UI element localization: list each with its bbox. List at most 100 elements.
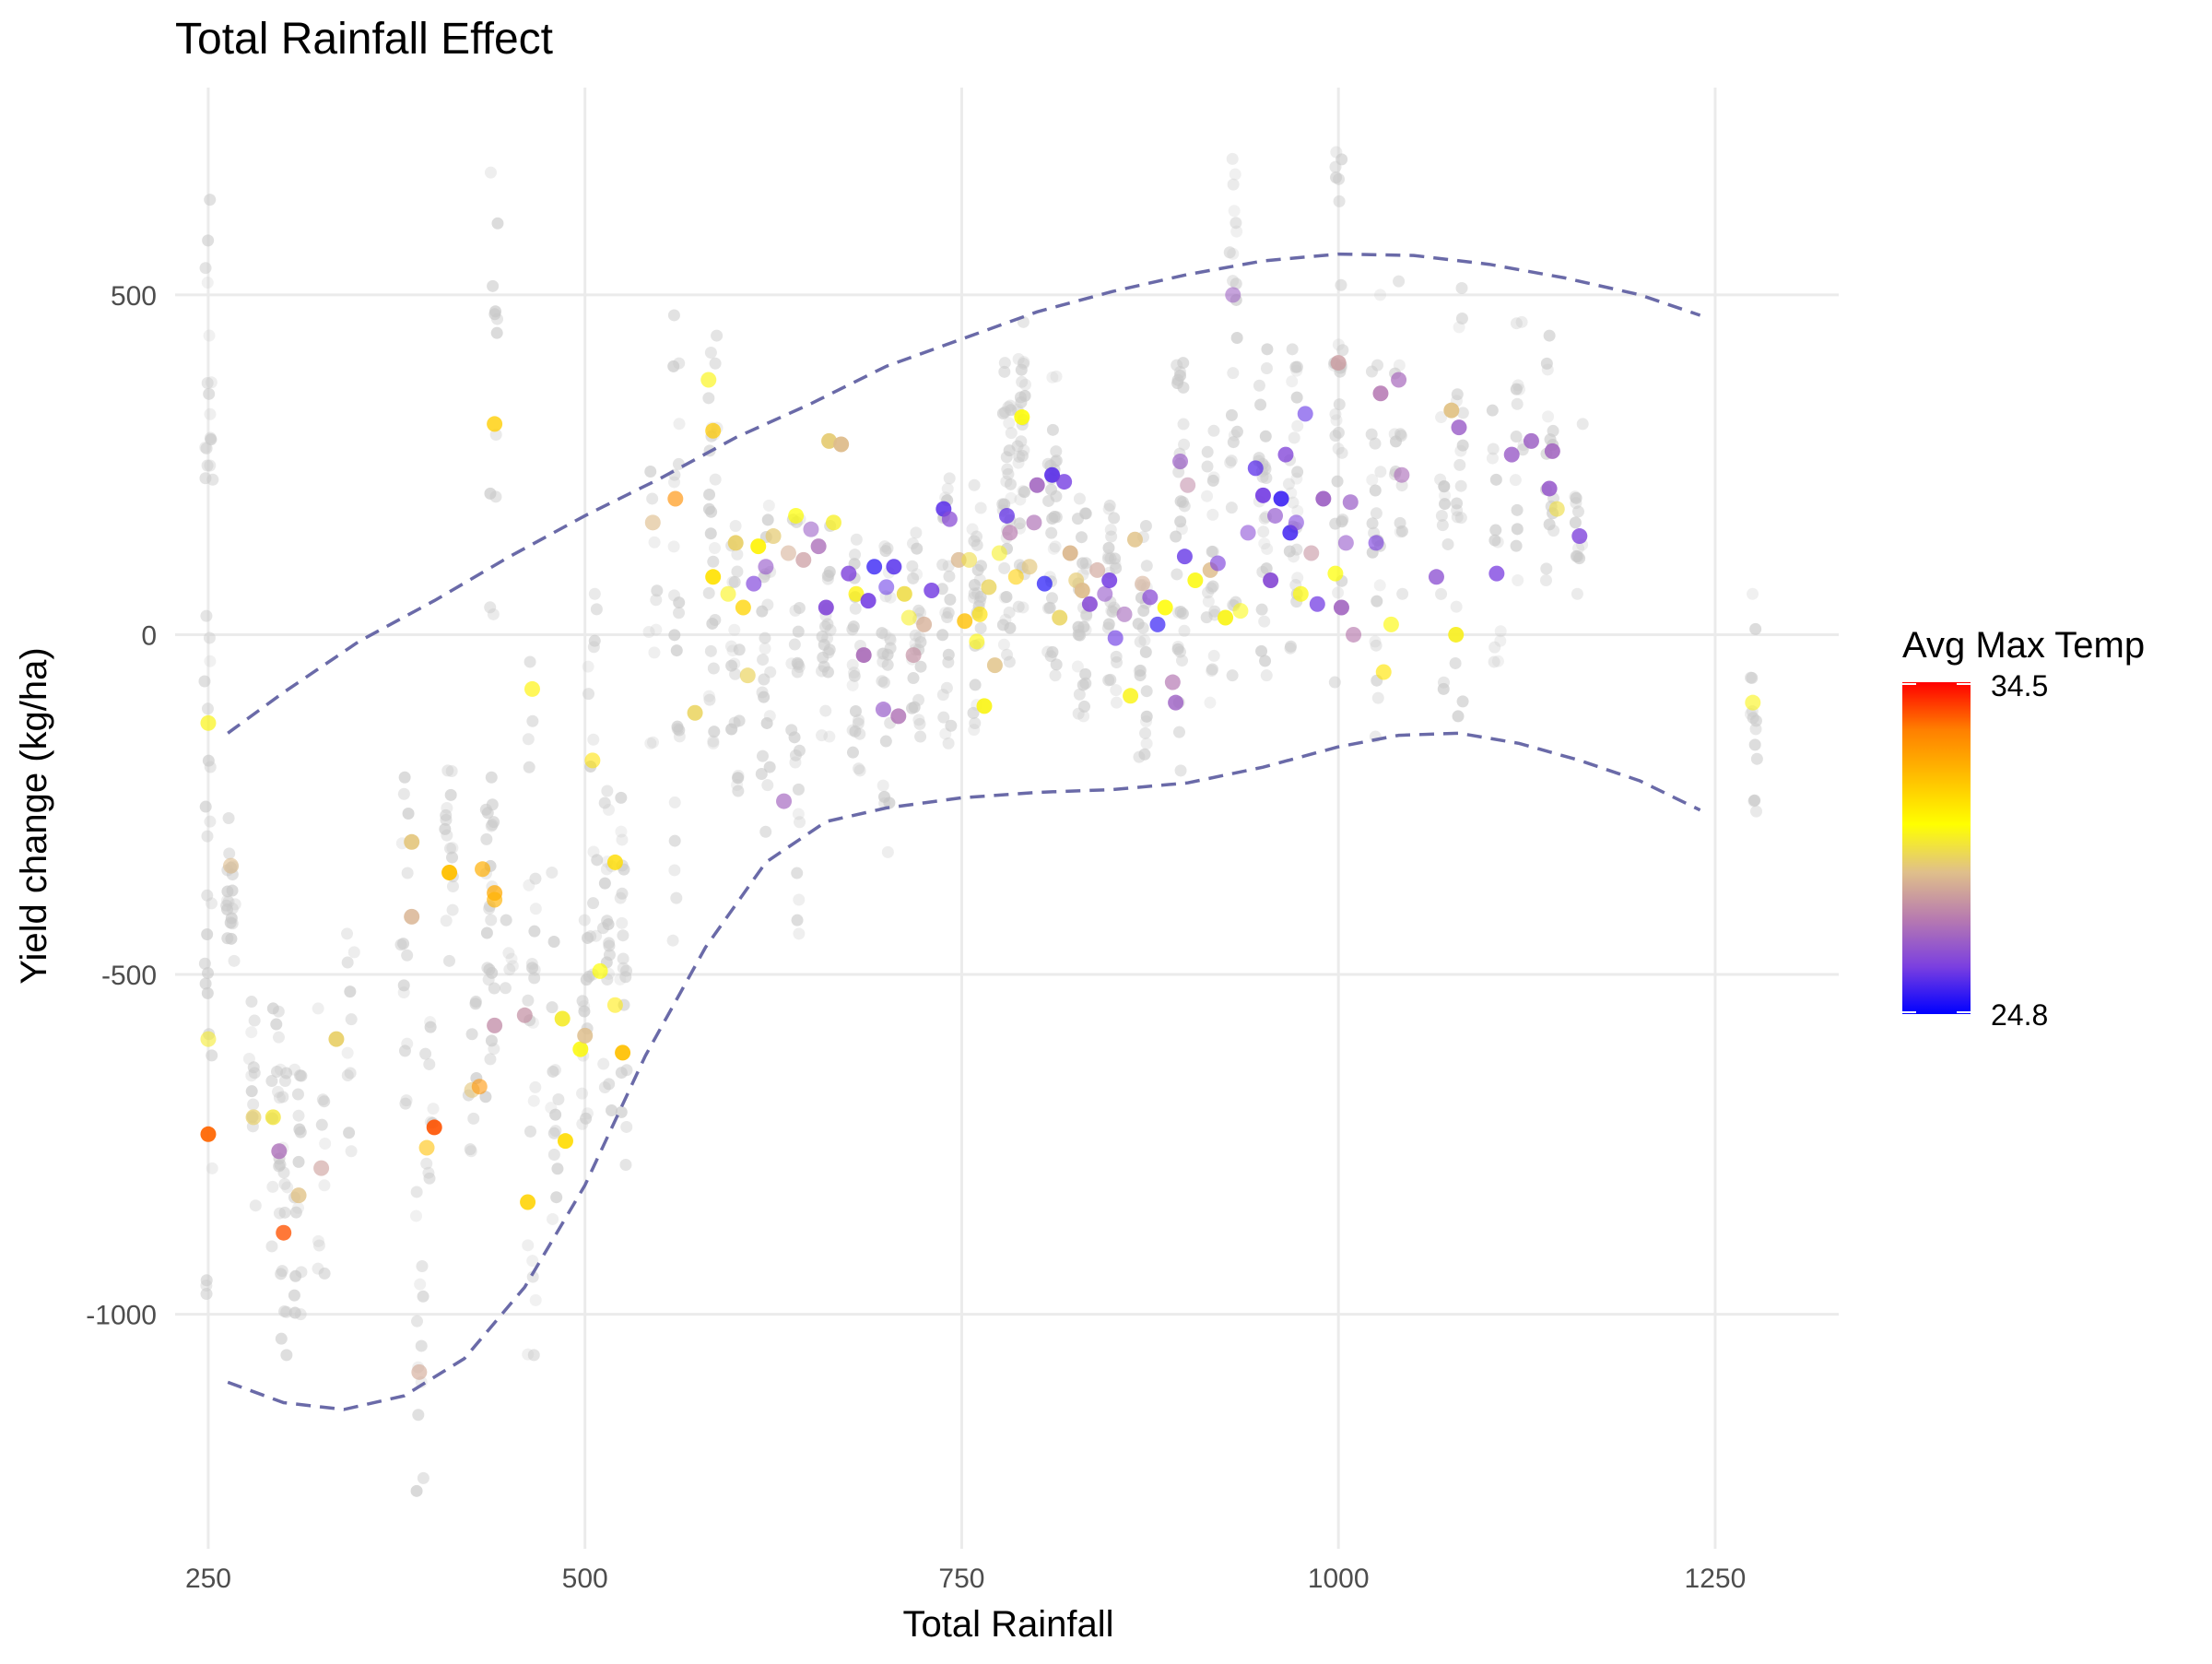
background-point [1371, 359, 1384, 372]
data-point [1368, 535, 1384, 551]
background-point [1015, 363, 1028, 376]
background-point [223, 847, 236, 860]
data-point [1026, 514, 1042, 531]
background-point [411, 1315, 424, 1328]
background-point [280, 1349, 293, 1362]
background-point [1139, 520, 1152, 532]
data-point [516, 1007, 533, 1023]
background-point [312, 1239, 325, 1252]
data-point [855, 647, 872, 664]
background-point [398, 771, 411, 784]
background-point [1547, 525, 1560, 537]
background-point [315, 1118, 328, 1131]
background-point [936, 629, 949, 642]
background-point [1003, 417, 1016, 430]
background-point [1454, 444, 1467, 457]
background-point [708, 726, 721, 738]
background-point [1101, 552, 1114, 565]
background-point [469, 997, 482, 1010]
data-point [1240, 525, 1256, 541]
background-point [445, 765, 458, 778]
background-point [615, 825, 628, 838]
background-point [221, 894, 234, 907]
background-point [942, 607, 955, 620]
background-point [726, 644, 739, 657]
background-point [667, 540, 680, 553]
background-point [731, 772, 744, 785]
background-point [1045, 526, 1058, 539]
background-point [912, 714, 925, 726]
background-point [546, 866, 559, 879]
background-points [198, 146, 1763, 1497]
background-point [1226, 669, 1239, 682]
data-point [687, 704, 703, 721]
data-point [313, 1160, 330, 1176]
background-point [823, 643, 836, 656]
background-point [1394, 525, 1406, 538]
background-point [522, 733, 535, 746]
background-point [704, 346, 717, 359]
background-point [1227, 178, 1240, 191]
background-point [427, 1103, 440, 1115]
background-point [529, 1293, 542, 1306]
data-point [900, 609, 917, 626]
background-point [879, 735, 892, 748]
background-point [343, 1127, 356, 1139]
background-point [1290, 360, 1303, 373]
background-point [1002, 467, 1015, 480]
background-point [400, 1094, 413, 1107]
background-point [733, 643, 746, 656]
background-point [673, 730, 686, 743]
background-point [731, 778, 744, 791]
background-point [940, 681, 953, 694]
background-point [668, 834, 681, 847]
background-point [1745, 671, 1758, 684]
background-point [1206, 508, 1219, 521]
background-point [853, 727, 866, 740]
background-point [319, 1137, 332, 1150]
background-point [853, 764, 866, 777]
background-point [1223, 246, 1236, 259]
background-point [849, 602, 862, 615]
background-point [1291, 572, 1304, 584]
background-point [941, 482, 954, 495]
background-point [817, 651, 830, 664]
background-point [792, 625, 805, 638]
background-point [1335, 446, 1348, 459]
background-point [402, 808, 415, 820]
data-point [1107, 630, 1124, 646]
background-point [587, 845, 600, 858]
data-point [727, 535, 744, 551]
background-point [1207, 649, 1220, 662]
background-point [728, 575, 741, 588]
background-point [1075, 531, 1088, 544]
background-point [1449, 656, 1462, 669]
background-point [1396, 587, 1409, 600]
data-point [700, 372, 717, 388]
background-point [703, 488, 716, 501]
background-point [200, 1274, 213, 1287]
background-point [724, 640, 737, 653]
background-point [1336, 344, 1349, 357]
background-point [673, 357, 686, 370]
data-point [1394, 466, 1410, 483]
legend-title: Avg Max Temp [1902, 625, 2145, 666]
background-point [1543, 518, 1556, 531]
background-point [1512, 383, 1525, 395]
background-point [709, 357, 722, 370]
background-point [1371, 691, 1384, 704]
background-point [792, 658, 805, 671]
background-point [968, 478, 981, 491]
background-point [1456, 439, 1469, 452]
data-point [1375, 664, 1392, 680]
background-point [1395, 479, 1408, 492]
background-point [1110, 684, 1123, 697]
background-point [1286, 375, 1299, 388]
background-point [524, 1125, 536, 1138]
background-point [996, 619, 1009, 631]
background-point [1177, 357, 1190, 370]
background-point [1171, 643, 1184, 655]
data-point [1391, 372, 1407, 388]
background-point [728, 716, 741, 729]
background-point [483, 963, 496, 976]
